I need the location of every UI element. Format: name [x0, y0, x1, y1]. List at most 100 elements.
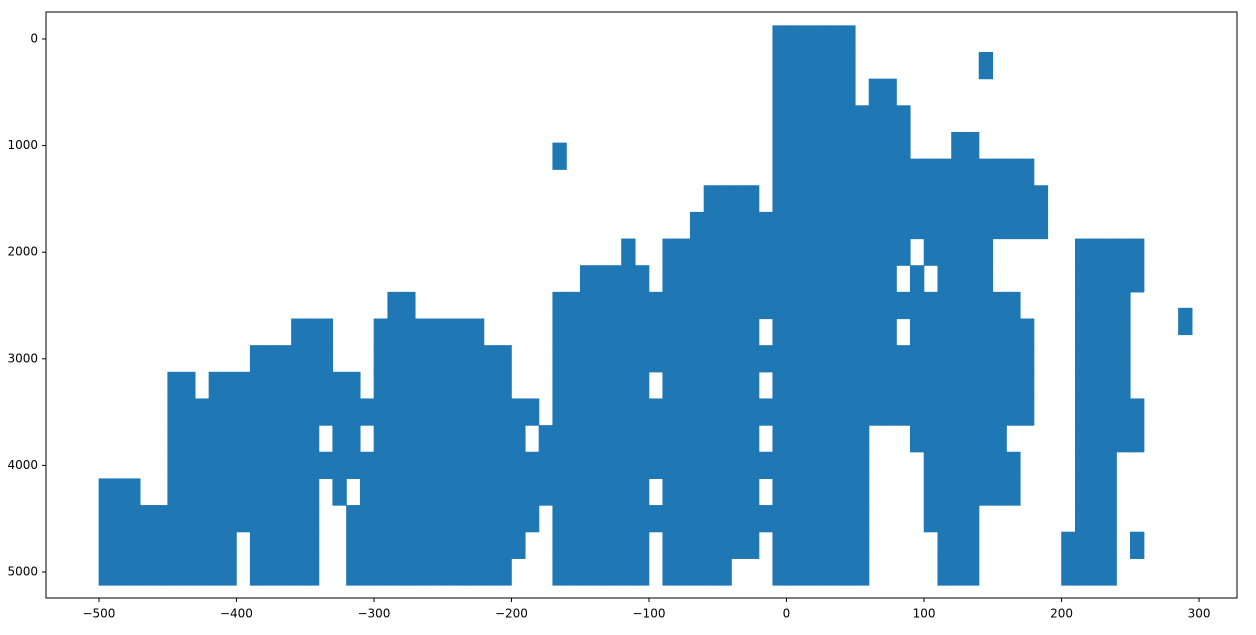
point: [648, 505, 664, 533]
point: [799, 398, 815, 426]
point: [841, 211, 856, 240]
point: [1074, 425, 1090, 453]
point: [222, 425, 237, 453]
point: [621, 478, 636, 506]
point: [662, 345, 677, 373]
point: [868, 78, 884, 106]
point: [758, 451, 774, 480]
point: [717, 425, 732, 453]
point: [772, 558, 787, 586]
point: [1019, 345, 1035, 373]
point: [923, 478, 939, 506]
point: [634, 531, 650, 559]
point: [332, 398, 347, 426]
point: [786, 238, 801, 266]
point: [277, 451, 292, 480]
y-tick-label: 1000: [7, 138, 38, 152]
point: [359, 451, 375, 480]
point: [579, 505, 595, 533]
point: [1116, 345, 1131, 373]
point: [772, 505, 787, 533]
point: [896, 211, 911, 240]
point: [1102, 425, 1117, 453]
point: [524, 478, 540, 506]
point: [772, 51, 787, 80]
point: [1088, 318, 1104, 346]
point: [621, 505, 636, 533]
point: [579, 478, 595, 506]
point: [566, 558, 581, 586]
point: [469, 505, 485, 533]
point: [676, 505, 691, 533]
point: [593, 345, 609, 373]
point: [868, 158, 884, 186]
point: [497, 505, 512, 533]
x-tick-label: −300: [357, 607, 390, 621]
point: [841, 398, 856, 426]
point: [1061, 531, 1076, 559]
point: [813, 105, 829, 133]
point: [593, 398, 609, 426]
point: [799, 505, 815, 533]
point: [1088, 345, 1104, 373]
point: [689, 318, 705, 346]
point: [758, 345, 774, 373]
point: [662, 505, 677, 533]
point: [181, 505, 196, 533]
point: [744, 318, 760, 346]
point: [566, 505, 581, 533]
point: [428, 398, 444, 426]
point: [813, 131, 829, 160]
point: [552, 505, 567, 533]
point: [456, 478, 471, 506]
point: [1088, 478, 1104, 506]
point: [841, 185, 856, 213]
point: [346, 425, 361, 453]
point: [139, 558, 155, 586]
point: [841, 425, 856, 453]
point: [181, 451, 196, 480]
point: [951, 558, 966, 586]
point: [469, 478, 485, 506]
point: [868, 318, 884, 346]
plot-area: [98, 25, 1193, 586]
point: [263, 505, 279, 533]
point: [799, 451, 815, 480]
point: [387, 531, 402, 559]
point: [758, 265, 774, 293]
point: [1074, 505, 1090, 533]
point: [827, 345, 842, 373]
point: [387, 425, 402, 453]
point: [469, 425, 485, 453]
point: [387, 371, 402, 400]
point: [676, 558, 691, 586]
point: [923, 451, 939, 480]
point: [827, 478, 842, 506]
point: [579, 318, 595, 346]
point: [593, 318, 609, 346]
point: [964, 185, 980, 213]
point: [552, 371, 567, 400]
point: [786, 51, 801, 80]
x-tick-label: 200: [1050, 607, 1073, 621]
point: [1116, 291, 1131, 320]
point: [772, 398, 787, 426]
point: [964, 505, 980, 533]
point: [1074, 318, 1090, 346]
point: [744, 185, 760, 213]
point: [552, 425, 567, 453]
point: [909, 345, 925, 373]
point: [992, 211, 1007, 240]
point: [304, 318, 320, 346]
point: [593, 265, 609, 293]
point: [786, 371, 801, 400]
point: [909, 371, 925, 400]
point: [222, 558, 237, 586]
point: [786, 131, 801, 160]
point: [387, 451, 402, 480]
x-tick-label: 0: [783, 607, 791, 621]
point: [401, 371, 416, 400]
point: [263, 478, 279, 506]
point: [978, 291, 994, 320]
point: [98, 558, 113, 586]
